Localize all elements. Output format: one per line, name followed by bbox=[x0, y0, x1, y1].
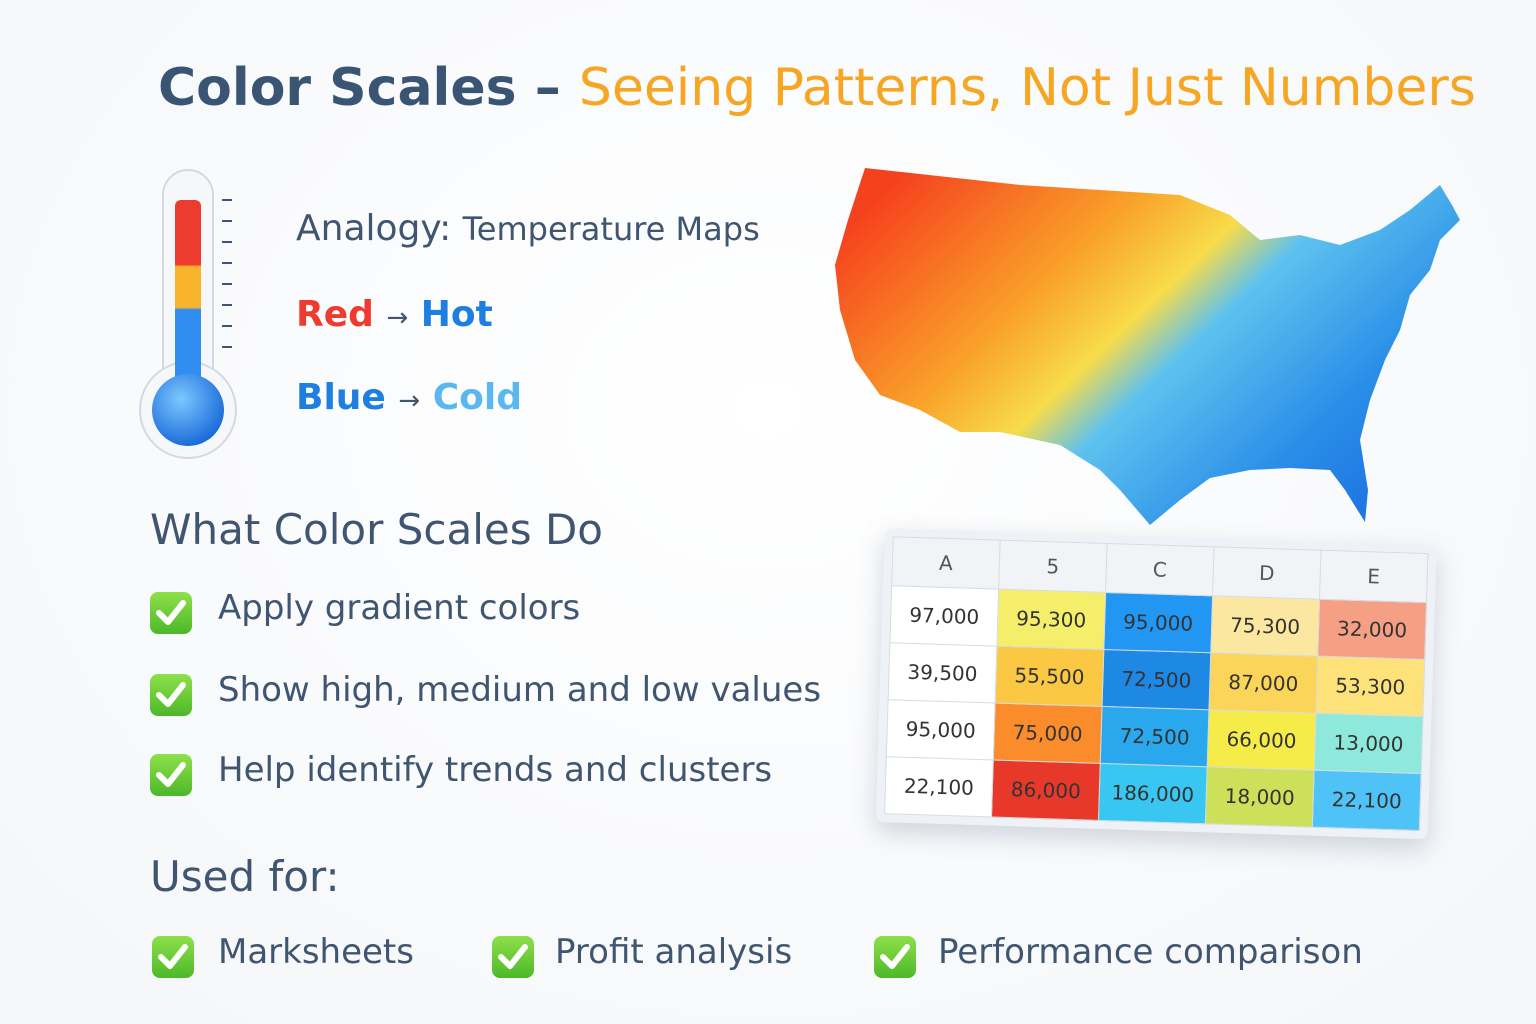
hot-word: Hot bbox=[420, 294, 493, 335]
check-icon bbox=[872, 934, 918, 980]
bullet-text: Show high, medium and low values bbox=[218, 670, 822, 710]
table-cell: 186,000 bbox=[1098, 763, 1208, 824]
table-cell: 39,500 bbox=[888, 642, 997, 704]
table-cell: 66,000 bbox=[1207, 709, 1316, 771]
analogy-label: Analogy: bbox=[296, 208, 452, 249]
used-for-item: Performance comparison bbox=[938, 932, 1363, 972]
check-icon bbox=[148, 752, 194, 798]
table-cell: 72,500 bbox=[1102, 649, 1211, 710]
table-cell: 75,300 bbox=[1210, 595, 1320, 657]
hot-line: Red → Hot bbox=[296, 294, 493, 335]
table-cell: 55,500 bbox=[995, 646, 1104, 707]
table-cell: 13,000 bbox=[1314, 713, 1423, 774]
bullet-text: Help identify trends and clusters bbox=[218, 750, 773, 790]
section-heading: What Color Scales Do bbox=[150, 505, 603, 554]
used-for-item: Profit analysis bbox=[555, 932, 793, 972]
table-cell: 95,000 bbox=[1103, 592, 1213, 653]
table-cell: 32,000 bbox=[1317, 599, 1427, 660]
section-heading: Used for: bbox=[150, 852, 340, 901]
column-header: 5 bbox=[998, 540, 1108, 593]
table-cell: 95,300 bbox=[996, 589, 1106, 650]
check-icon bbox=[148, 590, 194, 636]
check-icon bbox=[490, 934, 536, 980]
table-cell: 87,000 bbox=[1208, 652, 1318, 714]
table-cell: 86,000 bbox=[991, 760, 1101, 821]
table-cell: 72,500 bbox=[1100, 706, 1209, 767]
title-accent: Seeing Patterns, Not Just Numbers bbox=[578, 58, 1476, 118]
spreadsheet: A 5 C D E 97,000 95,300 95,000 75,300 32,000 39,50… bbox=[875, 528, 1437, 840]
table-cell: 53,300 bbox=[1315, 656, 1425, 717]
check-icon bbox=[150, 934, 196, 980]
arrow: → bbox=[398, 386, 421, 416]
analogy: Analogy: Temperature Maps bbox=[296, 208, 760, 249]
red-word: Red bbox=[296, 294, 374, 335]
cold-line: Blue → Cold bbox=[296, 377, 522, 418]
column-header: C bbox=[1105, 543, 1215, 596]
cold-word: Cold bbox=[432, 377, 522, 418]
column-header: E bbox=[1319, 550, 1428, 603]
column-header: D bbox=[1212, 546, 1322, 600]
table: A 5 C D E 97,000 95,300 95,000 75,300 32,000 39,50… bbox=[884, 536, 1429, 831]
title: Color Scales – Seeing Patterns, Not Just… bbox=[158, 58, 1476, 118]
table-cell: 95,000 bbox=[886, 699, 996, 761]
table-cell: 22,100 bbox=[884, 756, 994, 817]
thermometer bbox=[139, 169, 237, 459]
column-header: A bbox=[891, 536, 1001, 590]
us-map bbox=[835, 168, 1460, 525]
used-for-item: Marksheets bbox=[218, 932, 414, 972]
analogy-text: Temperature Maps bbox=[462, 210, 760, 248]
table-cell: 18,000 bbox=[1205, 766, 1315, 828]
arrow: → bbox=[386, 303, 409, 333]
table-cell: 97,000 bbox=[889, 585, 999, 647]
title-main: Color Scales – bbox=[158, 58, 561, 118]
table-cell: 75,000 bbox=[993, 703, 1103, 764]
blue-word: Blue bbox=[296, 377, 386, 418]
table-cell: 22,100 bbox=[1312, 770, 1422, 831]
check-icon bbox=[148, 672, 194, 718]
bullet-text: Apply gradient colors bbox=[218, 588, 581, 628]
